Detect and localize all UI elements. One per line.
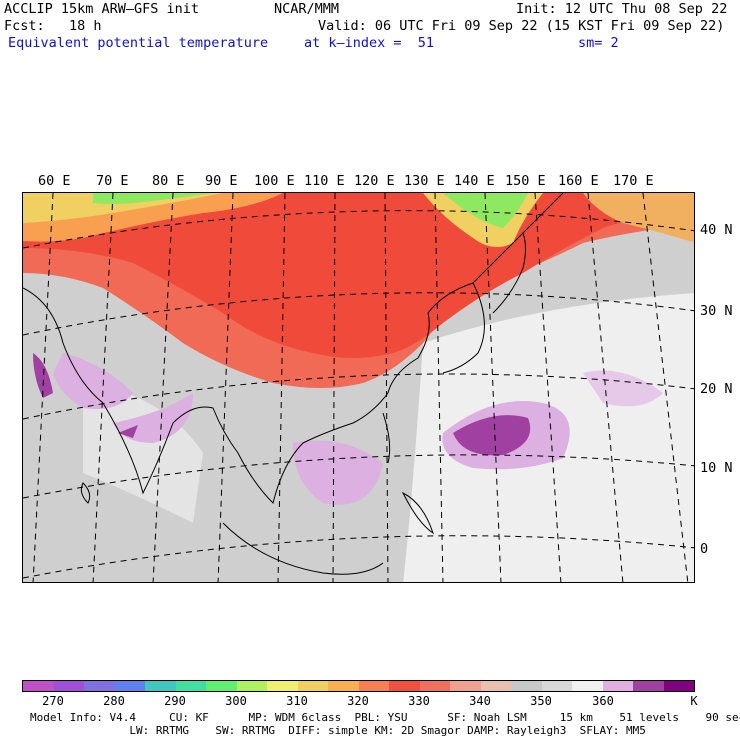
smoothing-label: sm= 2 bbox=[578, 35, 619, 51]
model-info-line1: Model Info: V4.4 CU: KF MP: WDM 6class P… bbox=[30, 711, 740, 724]
colorbar-tick-label: 360 bbox=[592, 694, 614, 708]
theta-e-map bbox=[22, 192, 695, 583]
colorbar-tick-label: 270 bbox=[42, 694, 64, 708]
colorbar-swatch bbox=[236, 681, 267, 691]
theta-e-max-arabian bbox=[33, 353, 53, 398]
warm-band-red bbox=[23, 193, 694, 358]
theta-e-purple-india bbox=[53, 353, 133, 409]
colorbar-swatch bbox=[602, 681, 633, 691]
lon-label: 140 E bbox=[454, 173, 495, 189]
lon-label: 80 E bbox=[152, 173, 185, 189]
colorbar-swatch bbox=[541, 681, 572, 691]
colorbar-tick-label: 310 bbox=[286, 694, 308, 708]
theta-e-purple-scs bbox=[293, 440, 383, 505]
colorbar-unit-label: K bbox=[690, 694, 698, 708]
lon-label: 100 E bbox=[254, 173, 295, 189]
colorbar-tick-label: 280 bbox=[103, 694, 125, 708]
lat-label: 30 N bbox=[700, 303, 733, 319]
colorbar-swatch bbox=[267, 681, 298, 691]
map-canvas bbox=[23, 193, 694, 582]
colorbar-swatch bbox=[419, 681, 450, 691]
warm-band-northeast bbox=[583, 193, 694, 243]
model-info-line2: LW: RRTMG SW: RRTMG DIFF: simple KM: 2D … bbox=[30, 724, 646, 737]
org-label: NCAR/MMM bbox=[274, 1, 340, 17]
field-name: Equivalent potential temperature bbox=[8, 35, 269, 51]
colorbar-swatch bbox=[572, 681, 603, 691]
colorbar-swatch bbox=[297, 681, 328, 691]
lon-label: 160 E bbox=[558, 173, 599, 189]
colorbar bbox=[22, 680, 695, 692]
forecast-hour: Fcst: 18 h bbox=[4, 18, 102, 34]
colorbar-swatch bbox=[206, 681, 237, 691]
colorbar-tick-label: 350 bbox=[530, 694, 552, 708]
model-title: ACCLIP 15km ARW–GFS init bbox=[4, 1, 200, 17]
lon-label: 110 E bbox=[304, 173, 345, 189]
lat-label: 40 N bbox=[700, 222, 733, 238]
colorbar-swatch bbox=[389, 681, 420, 691]
colorbar-swatch bbox=[114, 681, 145, 691]
colorbar-tick-label: 330 bbox=[408, 694, 430, 708]
lon-label: 150 E bbox=[505, 173, 546, 189]
level-label: at k–index = 51 bbox=[304, 35, 435, 51]
indian-ocean-region bbox=[83, 383, 203, 523]
colorbar-swatch bbox=[450, 681, 481, 691]
lon-label: 70 E bbox=[96, 173, 129, 189]
colorbar-tick-label: 340 bbox=[469, 694, 491, 708]
lat-label: 10 N bbox=[700, 460, 733, 476]
colorbar-swatch bbox=[23, 681, 54, 691]
colorbar-tick-label: 290 bbox=[164, 694, 186, 708]
colorbar-swatch bbox=[84, 681, 115, 691]
colorbar-swatch bbox=[358, 681, 389, 691]
colorbar-swatch bbox=[511, 681, 542, 691]
warm-band-green-west bbox=[93, 193, 213, 204]
lon-label: 60 E bbox=[38, 173, 71, 189]
lat-label: 0 bbox=[700, 541, 709, 557]
valid-time: Valid: 06 UTC Fri 09 Sep 22 (15 KST Fri … bbox=[318, 18, 725, 34]
lon-label: 90 E bbox=[205, 173, 238, 189]
colorbar-swatch bbox=[175, 681, 206, 691]
colorbar-swatch bbox=[53, 681, 84, 691]
lon-label: 130 E bbox=[404, 173, 445, 189]
theta-e-max-wpac bbox=[453, 415, 531, 456]
colorbar-tick-label: 320 bbox=[347, 694, 369, 708]
warm-band-green-east bbox=[443, 193, 528, 228]
lat-label: 20 N bbox=[700, 381, 733, 397]
colorbar-swatch bbox=[328, 681, 359, 691]
colorbar-tick-label: 300 bbox=[225, 694, 247, 708]
warm-band-yellow bbox=[23, 193, 223, 223]
init-time: Init: 12 UTC Thu 08 Sep 22 bbox=[516, 1, 728, 17]
lon-label: 120 E bbox=[354, 173, 395, 189]
lon-label: 170 E bbox=[613, 173, 654, 189]
colorbar-swatch bbox=[663, 681, 694, 691]
colorbar-swatch bbox=[633, 681, 664, 691]
colorbar-swatch bbox=[145, 681, 176, 691]
theta-e-max-bay bbox=[118, 425, 138, 438]
colorbar-swatch bbox=[480, 681, 511, 691]
